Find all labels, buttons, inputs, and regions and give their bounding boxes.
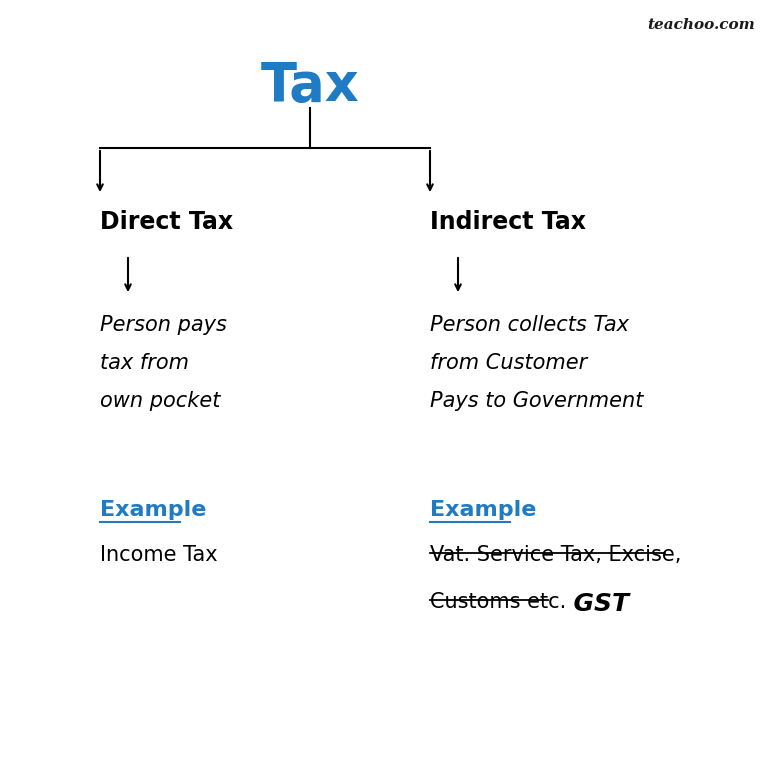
Text: tax from: tax from	[100, 353, 189, 373]
Text: GST: GST	[556, 592, 629, 616]
Text: Direct Tax: Direct Tax	[100, 210, 233, 234]
Text: Example: Example	[100, 500, 206, 520]
Text: teachoo.com: teachoo.com	[647, 18, 755, 32]
Text: from Customer: from Customer	[430, 353, 587, 373]
Text: Tax: Tax	[261, 60, 359, 112]
Text: Example: Example	[430, 500, 536, 520]
Text: Person collects Tax: Person collects Tax	[430, 315, 629, 335]
Text: Customs etc.: Customs etc.	[430, 592, 566, 612]
Text: Income Tax: Income Tax	[100, 545, 218, 565]
Text: Person pays: Person pays	[100, 315, 227, 335]
Text: Vat. Service Tax, Excise,: Vat. Service Tax, Excise,	[430, 545, 682, 565]
Text: Pays to Government: Pays to Government	[430, 391, 643, 411]
Text: Indirect Tax: Indirect Tax	[430, 210, 586, 234]
Text: own pocket: own pocket	[100, 391, 220, 411]
